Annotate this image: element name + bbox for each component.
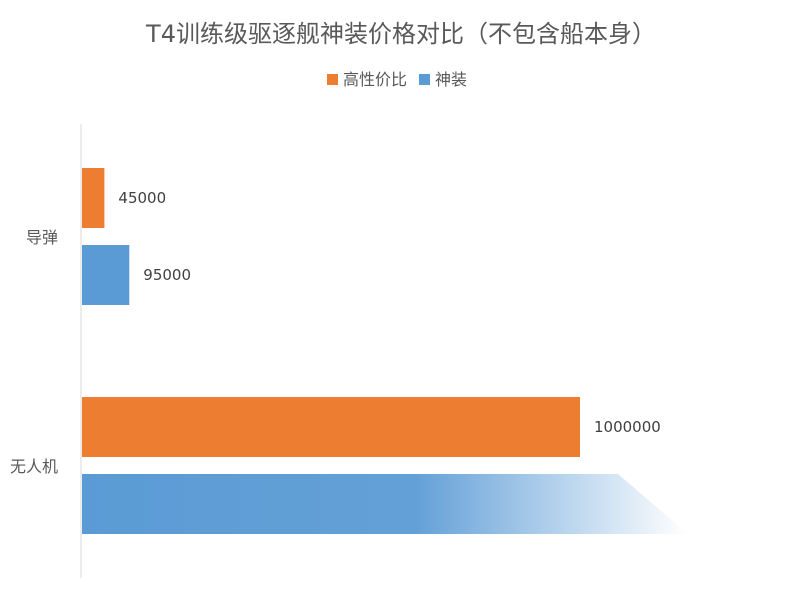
bar-1-1 [82,474,688,534]
data-label-0-0: 45000 [118,189,166,207]
bars [82,168,688,534]
category-label-0: 导弹 [26,228,58,247]
legend-swatch-0 [327,74,338,85]
data-labels: 45000 95000 1000000 [118,189,660,436]
data-label-1-0: 95000 [143,266,191,284]
bar-1-0 [82,245,130,305]
legend: 高性价比 神装 [327,70,467,89]
bar-0-1 [82,397,580,457]
bar-0-0 [82,168,105,228]
legend-label-0: 高性价比 [343,70,407,89]
data-label-0-1: 1000000 [594,418,661,436]
legend-swatch-1 [419,74,430,85]
chart-title: T4训练级驱逐舰神装价格对比（不包含船本身） [145,20,656,48]
category-label-1: 无人机 [10,457,58,476]
legend-label-1: 神装 [435,70,467,89]
